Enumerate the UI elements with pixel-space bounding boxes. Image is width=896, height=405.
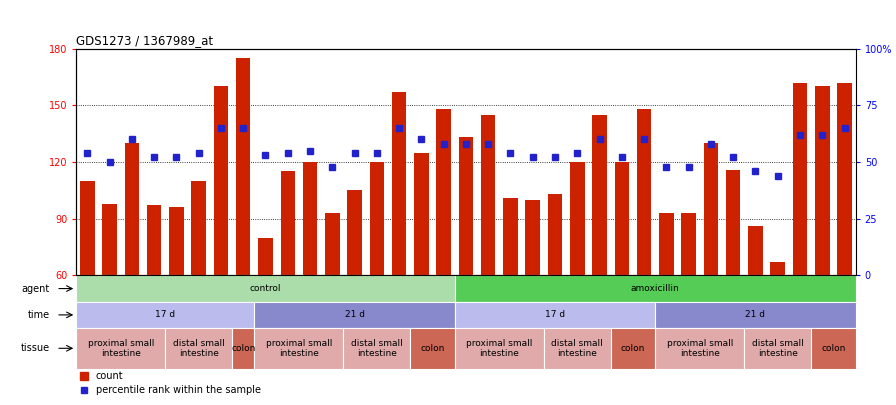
Bar <box>76 275 455 302</box>
Bar <box>745 328 811 369</box>
Bar <box>459 137 473 275</box>
Text: distal small
intestine: distal small intestine <box>551 339 603 358</box>
Bar <box>436 109 451 275</box>
Text: colon: colon <box>822 344 846 353</box>
Bar <box>811 328 856 369</box>
Text: amoxicillin: amoxicillin <box>631 284 679 293</box>
Bar <box>343 328 410 369</box>
Text: agent: agent <box>22 284 49 294</box>
Bar <box>258 238 272 275</box>
Text: 21 d: 21 d <box>745 310 765 320</box>
Bar <box>592 115 607 275</box>
Bar <box>659 213 674 275</box>
Bar <box>547 194 563 275</box>
Text: tissue: tissue <box>21 343 49 353</box>
Bar <box>254 328 343 369</box>
Text: colon: colon <box>621 344 645 353</box>
Bar <box>793 83 807 275</box>
Text: 17 d: 17 d <box>545 310 565 320</box>
Text: count: count <box>96 371 124 381</box>
Bar <box>455 275 856 302</box>
Text: colon: colon <box>231 344 255 353</box>
Bar <box>392 92 407 275</box>
Text: 21 d: 21 d <box>345 310 365 320</box>
Bar <box>348 190 362 275</box>
Text: colon: colon <box>420 344 444 353</box>
Bar <box>232 328 254 369</box>
Text: proximal small
intestine: proximal small intestine <box>466 339 532 358</box>
Text: distal small
intestine: distal small intestine <box>173 339 225 358</box>
Bar <box>504 198 518 275</box>
Bar <box>655 328 745 369</box>
Bar <box>76 328 165 369</box>
Bar <box>525 200 540 275</box>
Text: control: control <box>250 284 281 293</box>
Text: proximal small
intestine: proximal small intestine <box>88 339 154 358</box>
Bar <box>165 328 232 369</box>
Bar <box>748 226 762 275</box>
Bar <box>254 302 455 328</box>
Bar <box>76 302 254 328</box>
Bar <box>280 171 295 275</box>
Bar <box>703 143 719 275</box>
Bar <box>615 162 629 275</box>
Bar <box>455 328 544 369</box>
Text: time: time <box>27 310 49 320</box>
Bar <box>544 328 611 369</box>
Bar <box>655 302 856 328</box>
Bar <box>455 302 655 328</box>
Text: distal small
intestine: distal small intestine <box>752 339 804 358</box>
Text: percentile rank within the sample: percentile rank within the sample <box>96 385 261 395</box>
Bar <box>637 109 651 275</box>
Bar <box>611 328 655 369</box>
Bar <box>303 162 317 275</box>
Bar <box>147 205 161 275</box>
Text: proximal small
intestine: proximal small intestine <box>667 339 733 358</box>
Bar <box>169 207 184 275</box>
Text: proximal small
intestine: proximal small intestine <box>266 339 332 358</box>
Bar <box>481 115 495 275</box>
Text: 17 d: 17 d <box>155 310 176 320</box>
Bar <box>570 162 584 275</box>
Bar <box>102 204 116 275</box>
Bar <box>837 83 852 275</box>
Text: distal small
intestine: distal small intestine <box>351 339 402 358</box>
Bar <box>414 153 428 275</box>
Bar <box>236 58 251 275</box>
Bar <box>213 86 228 275</box>
Bar <box>410 328 455 369</box>
Bar <box>325 213 340 275</box>
Bar <box>681 213 696 275</box>
Bar <box>815 86 830 275</box>
Bar <box>771 262 785 275</box>
Bar <box>125 143 139 275</box>
Text: GDS1273 / 1367989_at: GDS1273 / 1367989_at <box>76 34 213 47</box>
Bar <box>369 162 384 275</box>
Bar <box>192 181 206 275</box>
Bar <box>80 181 95 275</box>
Bar <box>726 170 740 275</box>
